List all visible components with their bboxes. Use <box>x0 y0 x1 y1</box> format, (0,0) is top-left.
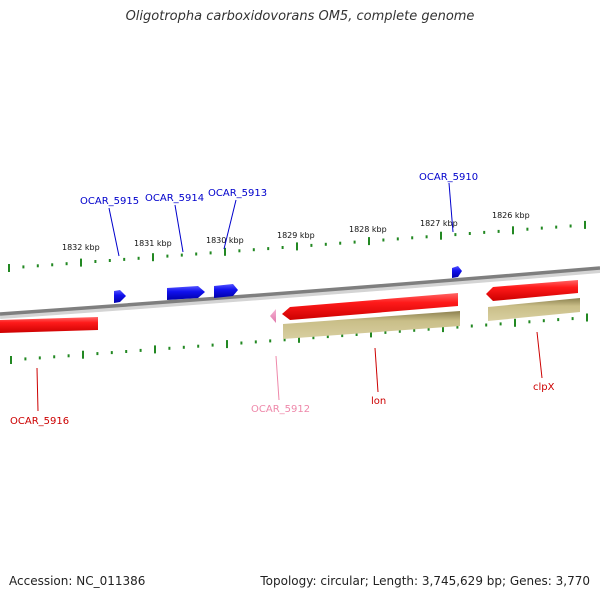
scale-label-1827: 1827 kbp <box>420 219 458 228</box>
gene-arrow-ocar-5912[interactable] <box>270 309 276 323</box>
gene-label-ocar-5915[interactable]: OCAR_5915 <box>80 196 139 207</box>
gene-label-ocar-5916[interactable]: OCAR_5916 <box>10 416 69 427</box>
gene-label-ocar-5912[interactable]: OCAR_5912 <box>251 404 310 415</box>
gene-label-ocar-5913[interactable]: OCAR_5913 <box>208 188 267 199</box>
gene-label-lon[interactable]: lon <box>371 396 386 407</box>
leader-ocar-5913 <box>223 199 237 250</box>
gene-arrow-ocar-5916[interactable] <box>0 317 98 333</box>
label-leaders <box>36 182 543 412</box>
gene-arrow-lon[interactable] <box>282 293 458 320</box>
scale-label-1826: 1826 kbp <box>492 211 530 220</box>
gene-arrow-clpx[interactable] <box>486 280 578 301</box>
gene-label-ocar-5910[interactable]: OCAR_5910 <box>419 172 478 183</box>
upper-scale-ticks <box>8 220 586 272</box>
gene-arrow-ocar-5914[interactable] <box>167 286 205 300</box>
genome-backbone <box>0 266 600 316</box>
leader-lon <box>374 347 379 393</box>
lower-scale-ticks <box>10 313 588 364</box>
genome-backbone-shadow <box>0 267 600 319</box>
scale-label-1832: 1832 kbp <box>62 243 100 252</box>
leader-ocar-5916 <box>36 367 39 412</box>
gene-arrow-ocar-5910[interactable] <box>452 266 462 278</box>
leader-ocar-5910 <box>448 182 454 233</box>
scale-label-1829: 1829 kbp <box>277 231 315 240</box>
genome-title: Oligotropha carboxidovorans OM5, complet… <box>125 9 475 24</box>
gene-arrow-ocar-5915[interactable] <box>114 290 126 303</box>
gene-bar-lon[interactable] <box>283 311 460 339</box>
gene-labels: OCAR_5915 OCAR_5914 OCAR_5913 OCAR_5910 … <box>10 172 555 427</box>
leader-ocar-5915 <box>108 207 120 257</box>
scale-labels: 1832 kbp 1831 kbp 1830 kbp 1829 kbp 1828… <box>62 211 530 252</box>
scale-label-1828: 1828 kbp <box>349 225 387 234</box>
scale-label-1830: 1830 kbp <box>206 236 244 245</box>
scale-label-1831: 1831 kbp <box>134 239 172 248</box>
gene-arrow-ocar-5913[interactable] <box>214 284 238 298</box>
leader-ocar-5914 <box>174 204 184 253</box>
leader-ocar-5912 <box>275 355 280 401</box>
leader-clpx <box>536 331 543 379</box>
genome-summary-text: Topology: circular; Length: 3,745,629 bp… <box>260 574 590 588</box>
gene-label-ocar-5914[interactable]: OCAR_5914 <box>145 193 204 204</box>
gene-bar-clpx[interactable] <box>488 298 580 321</box>
accession-text: Accession: NC_011386 <box>9 574 146 588</box>
gene-label-clpx[interactable]: clpX <box>533 382 555 393</box>
